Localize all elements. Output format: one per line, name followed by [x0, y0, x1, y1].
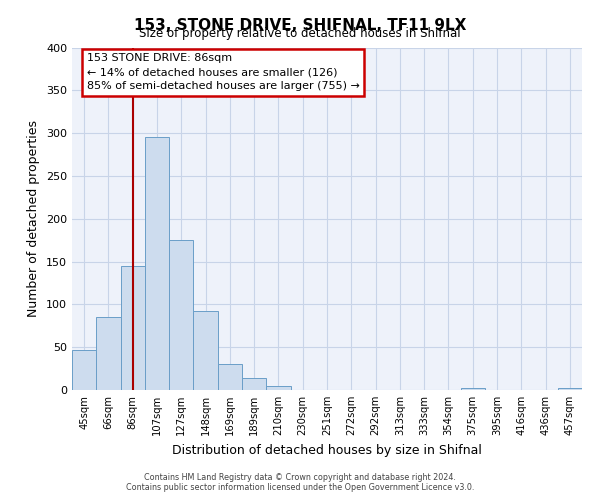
- Bar: [193, 311, 218, 390]
- Y-axis label: Number of detached properties: Number of detached properties: [28, 120, 40, 318]
- Bar: [558, 388, 582, 390]
- Bar: [145, 138, 169, 390]
- Text: Size of property relative to detached houses in Shifnal: Size of property relative to detached ho…: [139, 28, 461, 40]
- Bar: [242, 378, 266, 390]
- Text: 153, STONE DRIVE, SHIFNAL, TF11 9LX: 153, STONE DRIVE, SHIFNAL, TF11 9LX: [134, 18, 466, 32]
- Text: Contains HM Land Registry data © Crown copyright and database right 2024.
Contai: Contains HM Land Registry data © Crown c…: [126, 473, 474, 492]
- Text: 153 STONE DRIVE: 86sqm
← 14% of detached houses are smaller (126)
85% of semi-de: 153 STONE DRIVE: 86sqm ← 14% of detached…: [86, 54, 359, 92]
- Bar: [121, 266, 145, 390]
- Bar: [169, 240, 193, 390]
- Bar: [218, 364, 242, 390]
- Bar: [72, 350, 96, 390]
- Bar: [461, 388, 485, 390]
- X-axis label: Distribution of detached houses by size in Shifnal: Distribution of detached houses by size …: [172, 444, 482, 456]
- Bar: [266, 386, 290, 390]
- Bar: [96, 317, 121, 390]
